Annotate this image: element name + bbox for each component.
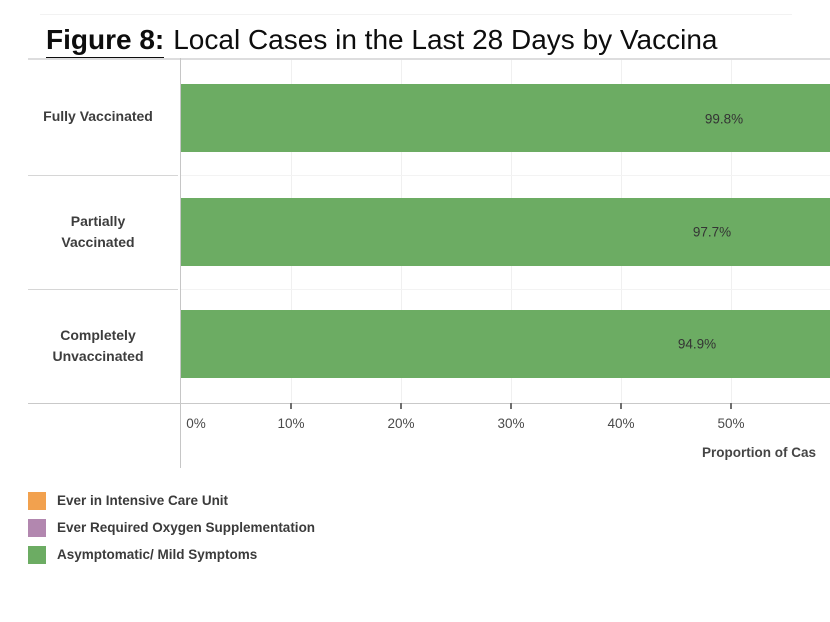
- bar-fully-vaccinated-mild[interactable]: [181, 84, 830, 152]
- legend-swatch-orange-icon: [28, 492, 46, 510]
- chart-title-prefix: Figure 8:: [46, 24, 165, 60]
- value-label-fully-vaccinated: 99.8%: [704, 111, 744, 127]
- x-axis-title: Proportion of Cas: [702, 445, 816, 460]
- legend-swatch-green-icon: [28, 546, 46, 564]
- x-tick-mark: [290, 403, 292, 409]
- y-axis-line: [180, 58, 181, 468]
- x-tick-label-30: 30%: [497, 416, 525, 431]
- x-tick-mark: [730, 403, 732, 409]
- x-tick-label-40: 40%: [607, 416, 635, 431]
- x-tick-mark: [510, 403, 512, 409]
- pane-row-divider: [181, 289, 830, 290]
- x-tick-label-10: 10%: [277, 416, 305, 431]
- x-tick-label-50: 50%: [717, 416, 745, 431]
- legend: Ever in Intensive Care Unit Ever Require…: [28, 492, 315, 573]
- chart-title: Figure 8: Local Cases in the Last 28 Days…: [46, 24, 717, 60]
- bar-partially-vaccinated-mild[interactable]: [181, 198, 830, 266]
- title-divider-line: [28, 58, 830, 60]
- category-label-partially-vaccinated: Partially Vaccinated: [61, 213, 135, 250]
- chart-title-text: Local Cases in the Last 28 Days by Vacci…: [173, 24, 718, 55]
- value-label-partially-vaccinated: 97.7%: [692, 224, 732, 240]
- legend-label: Asymptomatic/ Mild Symptoms: [57, 547, 258, 562]
- legend-item-icu[interactable]: Ever in Intensive Care Unit: [28, 492, 315, 510]
- pane-row-divider: [181, 175, 830, 176]
- legend-swatch-purple-icon: [28, 519, 46, 537]
- x-tick-mark: [620, 403, 622, 409]
- top-border-line: [40, 14, 792, 15]
- x-tick-mark: [400, 403, 402, 409]
- legend-label: Ever Required Oxygen Supplementation: [57, 520, 316, 535]
- legend-item-oxygen[interactable]: Ever Required Oxygen Supplementation: [28, 519, 315, 537]
- category-label-completely-unvaccinated: Completely Unvaccinated: [52, 327, 144, 364]
- label-row-divider: [28, 175, 178, 176]
- legend-label: Ever in Intensive Care Unit: [57, 493, 229, 508]
- x-tick-label-20: 20%: [387, 416, 415, 431]
- legend-item-mild[interactable]: Asymptomatic/ Mild Symptoms: [28, 546, 315, 564]
- x-tick-label-0: 0%: [186, 416, 206, 431]
- label-row-divider: [28, 289, 178, 290]
- bar-completely-unvaccinated-mild[interactable]: [181, 310, 830, 378]
- value-label-completely-unvaccinated: 94.9%: [677, 336, 717, 352]
- category-label-fully-vaccinated: Fully Vaccinated: [43, 108, 153, 124]
- x-axis-line: [28, 403, 830, 404]
